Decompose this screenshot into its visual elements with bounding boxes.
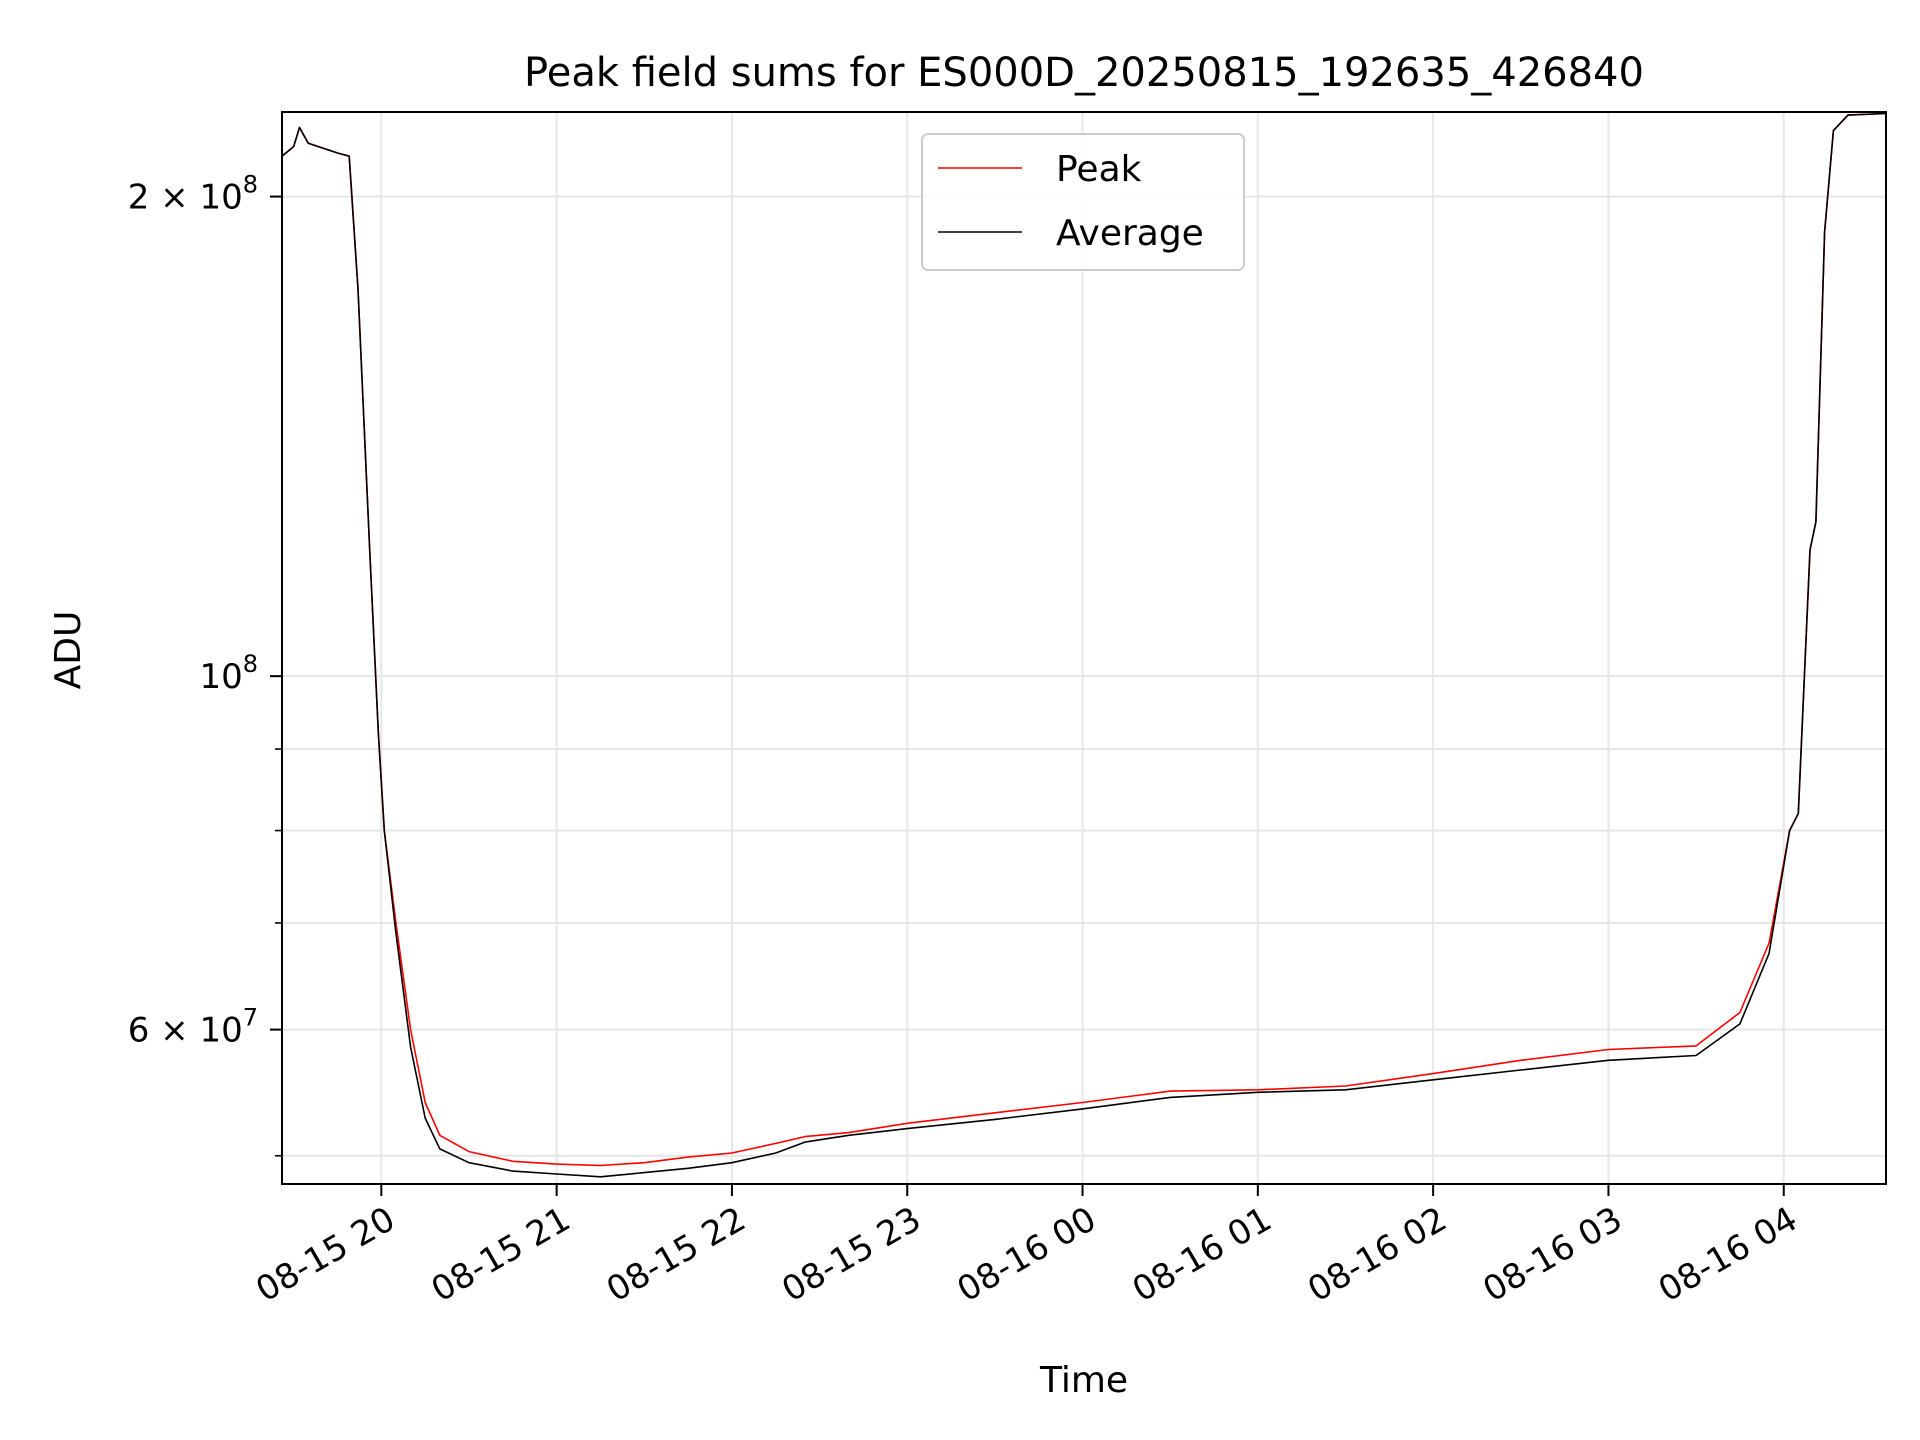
y-axis-label: ADU	[48, 611, 89, 690]
legend-label-average: Average	[1056, 213, 1204, 254]
y-tick-label: 2 × 108	[128, 171, 258, 218]
legend: Peak Average	[921, 133, 1245, 271]
series-line-average	[281, 112, 1887, 1178]
chart-title: Peak field sums for ES000D_20250815_1926…	[524, 50, 1644, 96]
y-axis: 2 × 108 108 6 × 107	[128, 171, 282, 1157]
x-axis-label: Time	[1039, 1360, 1128, 1401]
series-layer	[281, 112, 1887, 1178]
plot-frame	[281, 111, 1887, 1185]
y-tick-label: 6 × 107	[128, 1004, 258, 1051]
y-tick-label: 108	[199, 650, 258, 697]
legend-label-peak: Peak	[1056, 149, 1142, 190]
